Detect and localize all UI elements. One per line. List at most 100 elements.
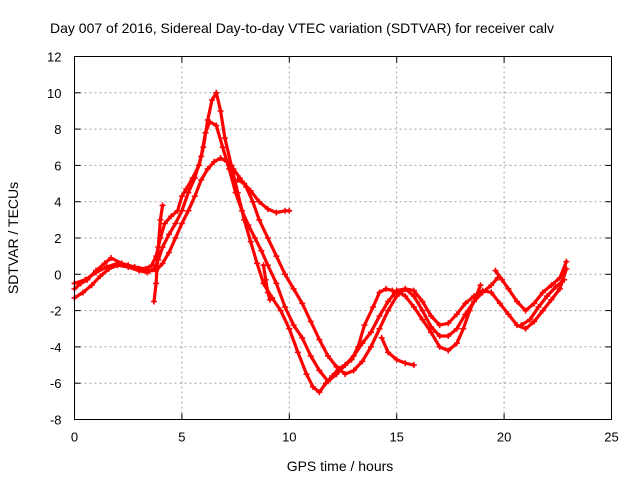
data-point-marker xyxy=(185,189,192,196)
data-point-marker xyxy=(146,267,153,274)
data-point-marker xyxy=(410,303,417,310)
axis-ticks: 0 5 10 15 20 25 -8 -6 -4 -2 0 2 4 6 8 10 12 xyxy=(47,50,619,445)
data-point-marker xyxy=(419,298,426,305)
data-point-marker xyxy=(477,282,484,289)
data-point-marker xyxy=(148,262,155,269)
data-point-marker xyxy=(367,343,374,350)
data-point-marker xyxy=(159,260,166,267)
data-point-marker xyxy=(166,231,173,238)
series-arc-4 xyxy=(150,202,166,305)
data-point-marker xyxy=(402,360,409,367)
data-point-marker xyxy=(245,222,252,229)
data-point-marker xyxy=(342,362,349,369)
data-point-marker xyxy=(324,378,331,385)
data-point-marker xyxy=(382,285,389,292)
data-point-marker xyxy=(496,300,503,307)
data-point-marker xyxy=(359,358,366,365)
data-point-marker xyxy=(539,289,546,296)
data-point-marker xyxy=(191,193,198,200)
data-point-marker xyxy=(103,264,110,271)
data-point-marker xyxy=(264,235,271,241)
data-point-marker xyxy=(150,298,157,305)
y-tick-label: -8 xyxy=(50,413,62,428)
data-point-marker xyxy=(393,293,400,300)
data-point-marker xyxy=(505,311,512,318)
y-tick-label: 8 xyxy=(54,122,61,137)
data-point-marker xyxy=(286,325,293,332)
data-point-marker xyxy=(522,307,529,314)
data-point-marker xyxy=(307,352,314,359)
data-point-marker xyxy=(342,371,349,378)
data-point-marker xyxy=(561,276,568,283)
series-arc-9 xyxy=(518,276,568,329)
grid xyxy=(74,56,612,420)
data-point-marker xyxy=(178,193,185,200)
data-point-marker xyxy=(436,333,443,340)
data-point-marker xyxy=(376,313,383,320)
data-point-marker xyxy=(453,311,460,318)
series-arc-8 xyxy=(492,258,570,314)
data-point-marker xyxy=(80,289,87,296)
data-point-marker xyxy=(488,289,495,296)
data-point-marker xyxy=(92,269,99,276)
data-point-marker xyxy=(82,276,89,283)
data-point-marker xyxy=(108,254,115,261)
data-point-marker xyxy=(316,336,323,343)
data-point-marker xyxy=(522,325,529,332)
data-point-marker xyxy=(262,276,269,283)
data-point-marker xyxy=(198,153,205,160)
data-point-marker xyxy=(333,371,340,378)
data-point-marker xyxy=(471,293,478,300)
data-point-marker xyxy=(161,220,168,227)
data-point-marker xyxy=(385,307,392,314)
data-point-marker xyxy=(462,300,469,307)
data-point-marker xyxy=(505,285,512,292)
data-point-marker xyxy=(114,260,121,267)
data-point-marker xyxy=(350,367,357,374)
data-point-marker xyxy=(286,207,293,214)
data-point-marker xyxy=(410,362,417,369)
data-point-marker xyxy=(153,280,160,287)
series-arc-2 xyxy=(71,118,501,385)
x-tick-label: 10 xyxy=(282,430,296,445)
data-point-marker xyxy=(273,253,280,260)
y-tick-label: 10 xyxy=(47,86,61,101)
data-point-marker xyxy=(445,320,452,327)
data-point-marker xyxy=(488,282,495,289)
data-point-marker xyxy=(539,307,546,314)
data-point-marker xyxy=(256,198,263,205)
data-point-marker xyxy=(367,329,374,336)
data-point-marker xyxy=(277,307,284,314)
data-point-marker xyxy=(97,273,104,280)
data-point-marker xyxy=(260,262,267,269)
data-point-marker xyxy=(303,371,310,378)
series-line xyxy=(380,336,416,367)
data-point-marker xyxy=(101,260,108,267)
data-point-marker xyxy=(552,284,559,291)
data-point-marker xyxy=(135,265,142,272)
data-point-marker xyxy=(208,97,215,104)
x-tick-label: 20 xyxy=(497,430,511,445)
data-point-marker xyxy=(172,235,179,241)
data-point-marker xyxy=(211,158,218,165)
data-point-marker xyxy=(178,220,185,227)
data-point-marker xyxy=(185,207,192,214)
data-point-marker xyxy=(247,187,254,194)
data-point-marker xyxy=(445,347,452,354)
data-point-marker xyxy=(282,271,289,278)
data-point-marker xyxy=(206,118,213,125)
data-point-marker xyxy=(232,189,239,196)
data-point-marker xyxy=(350,352,357,359)
data-point-marker xyxy=(316,367,323,374)
data-point-marker xyxy=(526,316,533,323)
data-point-marker xyxy=(299,334,306,341)
data-point-marker xyxy=(88,282,95,289)
data-point-marker xyxy=(316,389,323,396)
x-tick-label: 0 xyxy=(71,430,78,445)
data-point-marker xyxy=(230,166,237,173)
data-series xyxy=(71,89,570,396)
series-arc-5 xyxy=(234,176,293,216)
x-tick-label: 5 xyxy=(178,430,185,445)
data-point-marker xyxy=(324,352,331,359)
data-point-marker xyxy=(385,298,392,305)
